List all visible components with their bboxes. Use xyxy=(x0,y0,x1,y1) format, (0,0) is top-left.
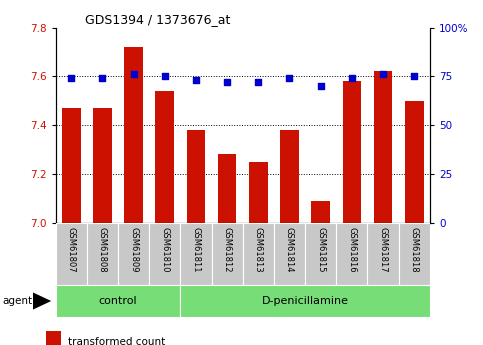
Bar xyxy=(186,130,205,223)
Bar xyxy=(405,101,424,223)
Bar xyxy=(242,223,274,285)
Text: GSM61816: GSM61816 xyxy=(347,227,356,273)
Bar xyxy=(312,200,330,223)
Text: D-penicillamine: D-penicillamine xyxy=(262,296,349,306)
Bar xyxy=(56,285,180,317)
Text: GDS1394 / 1373676_at: GDS1394 / 1373676_at xyxy=(85,13,231,27)
Point xyxy=(348,76,356,81)
Text: control: control xyxy=(99,296,137,306)
Bar xyxy=(274,223,305,285)
Bar xyxy=(212,223,242,285)
Bar xyxy=(368,223,398,285)
Bar xyxy=(124,47,143,223)
Text: GSM61810: GSM61810 xyxy=(160,227,169,272)
Text: GSM61817: GSM61817 xyxy=(379,227,387,273)
Point xyxy=(192,78,200,83)
Point xyxy=(285,76,293,81)
Text: GSM61815: GSM61815 xyxy=(316,227,325,272)
Point xyxy=(161,73,169,79)
Bar xyxy=(180,285,430,317)
Text: GSM61814: GSM61814 xyxy=(285,227,294,272)
Bar xyxy=(149,223,180,285)
Bar xyxy=(342,81,361,223)
Bar xyxy=(398,223,430,285)
Bar xyxy=(118,223,149,285)
Text: agent: agent xyxy=(2,296,32,306)
Text: GSM61807: GSM61807 xyxy=(67,227,76,273)
Point xyxy=(67,76,75,81)
Point xyxy=(411,73,418,79)
Text: GSM61812: GSM61812 xyxy=(223,227,232,272)
Point xyxy=(255,79,262,85)
Point xyxy=(223,79,231,85)
Point xyxy=(317,83,325,89)
Point xyxy=(129,72,137,77)
Bar xyxy=(249,161,268,223)
Bar xyxy=(305,223,336,285)
Text: GSM61808: GSM61808 xyxy=(98,227,107,273)
Bar xyxy=(218,154,237,223)
Bar xyxy=(374,71,392,223)
Text: GSM61811: GSM61811 xyxy=(191,227,200,272)
Text: transformed count: transformed count xyxy=(68,337,165,345)
Bar xyxy=(336,223,368,285)
Bar xyxy=(156,91,174,223)
Bar xyxy=(280,130,299,223)
Polygon shape xyxy=(33,292,51,310)
Text: GSM61809: GSM61809 xyxy=(129,227,138,272)
Bar xyxy=(87,223,118,285)
Bar xyxy=(62,108,81,223)
Bar xyxy=(46,331,61,345)
Point xyxy=(379,72,387,77)
Bar xyxy=(93,108,112,223)
Point xyxy=(99,76,106,81)
Text: GSM61813: GSM61813 xyxy=(254,227,263,273)
Bar xyxy=(56,223,87,285)
Text: GSM61818: GSM61818 xyxy=(410,227,419,273)
Bar xyxy=(180,223,212,285)
